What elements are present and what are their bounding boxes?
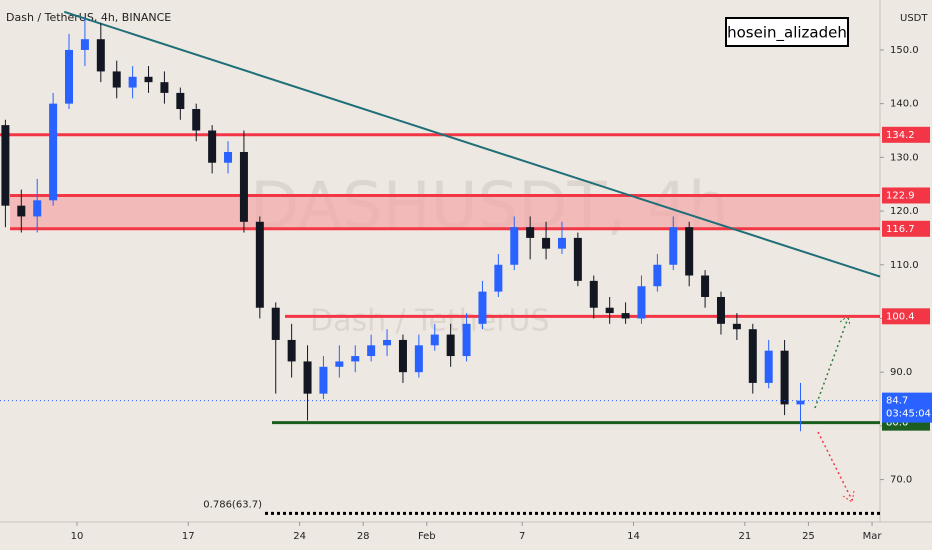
candle-body: [637, 286, 646, 319]
candle-body: [65, 49, 74, 104]
x-tick-label: Mar: [863, 531, 883, 542]
y-tick-label: 120.0: [890, 206, 919, 217]
candle-body: [33, 200, 42, 217]
y-tick-label: 90.0: [890, 367, 912, 378]
candle-body: [160, 82, 169, 93]
candle-body: [796, 400, 805, 405]
candle-body: [478, 291, 487, 324]
candle-body: [557, 237, 566, 249]
level-tag: [882, 187, 930, 204]
candle-body: [49, 103, 58, 201]
y-tick-label: 140.0: [890, 99, 919, 110]
last-price-tag: [882, 392, 932, 423]
x-tick-label: 21: [738, 531, 751, 542]
candle-body: [144, 76, 153, 83]
watermark-sub: Dash / TetherUS: [310, 304, 550, 339]
candle-body: [351, 356, 360, 362]
candle-body: [224, 151, 233, 163]
arrow-down-head: [842, 490, 855, 503]
x-tick-label: 25: [802, 531, 815, 542]
candle-body: [510, 227, 519, 265]
candle-body: [208, 130, 217, 163]
level-tag: [882, 220, 930, 237]
candle-body: [446, 334, 455, 357]
candle-body: [526, 227, 535, 238]
candle-body: [239, 151, 248, 222]
candle-body: [764, 350, 773, 383]
level-label: 100.4: [886, 311, 915, 322]
arrow-up: [814, 317, 849, 409]
candle-body: [335, 361, 344, 367]
candle-body: [303, 361, 312, 394]
level-label: 116.7: [886, 224, 915, 235]
candle-body: [112, 71, 121, 88]
author-box: [725, 17, 849, 47]
candle-body: [192, 109, 201, 131]
candle-body: [255, 221, 264, 308]
candle-body: [716, 296, 725, 324]
level-tag: [882, 126, 930, 143]
y-tick-label: 70.0: [890, 475, 912, 486]
price-axis: [880, 0, 932, 550]
y-tick-label: 130.0: [890, 152, 919, 163]
candle-body: [398, 339, 407, 373]
candle-body: [605, 307, 614, 314]
candle-body: [383, 339, 392, 346]
candle-body: [17, 205, 26, 217]
level-tag: [882, 308, 930, 325]
candle-body: [653, 264, 662, 287]
candle-body: [780, 350, 789, 405]
x-tick-label: 10: [71, 531, 84, 542]
candle-body: [685, 227, 694, 276]
zone: [10, 195, 880, 229]
candle-body: [367, 345, 376, 357]
x-tick-label: 17: [182, 531, 195, 542]
level-label: 122.9: [886, 190, 915, 201]
candle-body: [669, 227, 678, 265]
chart-title: Dash / TetherUS, 4h, BINANCE: [6, 11, 171, 24]
level-label: 134.2: [886, 130, 915, 141]
x-tick-label: 24: [293, 531, 306, 542]
fib-label: 0.786(63.7): [203, 499, 262, 510]
last-price-label: 84.7: [886, 396, 908, 407]
level-label: 80.6: [886, 418, 908, 429]
candle-body: [287, 339, 296, 362]
candle-body: [542, 237, 551, 249]
candle-body: [748, 329, 757, 383]
candle-body: [80, 39, 89, 50]
candle-body: [1, 125, 10, 206]
candle-body: [176, 92, 185, 110]
candle-body: [128, 76, 137, 88]
x-tick-label: 7: [519, 531, 525, 542]
candle-body: [414, 345, 423, 373]
countdown: 03:45:04: [886, 409, 931, 420]
candle-body: [701, 275, 710, 297]
author: hosein_alizadeh: [727, 24, 847, 43]
candle-body: [319, 366, 328, 394]
candle-body: [494, 264, 503, 292]
x-tick-label: 28: [357, 531, 370, 542]
y-tick-label: 150.0: [890, 45, 919, 56]
y-tick-label: 110.0: [890, 260, 919, 271]
arrow-down: [817, 431, 853, 501]
candle-body: [573, 237, 582, 281]
candle-body: [96, 39, 105, 72]
candle-body: [462, 323, 471, 357]
candle-body: [589, 280, 598, 308]
candle-body: [430, 334, 439, 346]
x-tick-label: Feb: [418, 531, 436, 542]
candle-body: [621, 313, 630, 319]
trendline: [63, 10, 881, 278]
currency: USDT: [900, 13, 928, 24]
x-tick-label: 14: [627, 531, 640, 542]
candle-body: [271, 307, 280, 340]
candle-body: [732, 323, 741, 330]
